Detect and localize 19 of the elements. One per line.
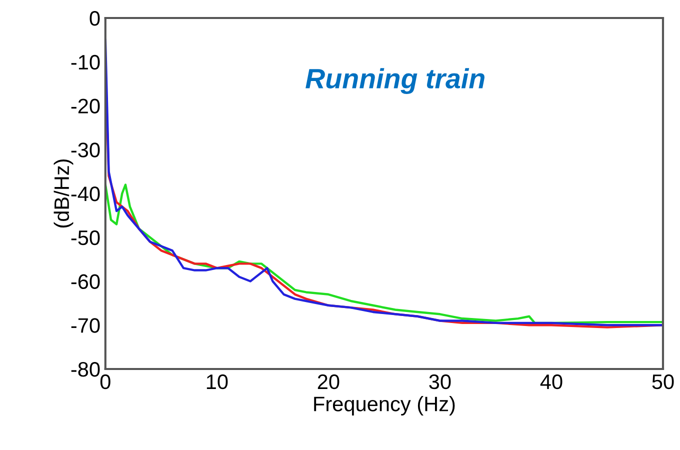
x-axis-title: Frequency (Hz) bbox=[314, 396, 455, 416]
y-tick-label: -50 bbox=[71, 230, 100, 246]
y-axis-title: (dB/Hz) bbox=[54, 159, 74, 228]
x-tick-label: 30 bbox=[429, 374, 451, 390]
y-tick-label: -30 bbox=[71, 142, 100, 158]
x-tick-label: 10 bbox=[206, 374, 228, 390]
line-series bbox=[105, 184, 663, 324]
x-tick-label: 40 bbox=[540, 374, 562, 390]
y-tick-label: 0 bbox=[90, 11, 100, 26]
y-tick-label: -80 bbox=[71, 362, 100, 377]
x-tick-label: 0 bbox=[100, 374, 110, 390]
x-tick-label: 20 bbox=[318, 374, 340, 390]
y-tick-label: -20 bbox=[71, 98, 100, 114]
y-tick-label: -40 bbox=[71, 186, 100, 202]
text: Running train bbox=[306, 68, 484, 94]
y-tick-label: -10 bbox=[71, 54, 100, 70]
y-tick-label: -60 bbox=[71, 274, 100, 290]
y-tick-label: -70 bbox=[71, 318, 100, 333]
x-tick-label: 50 bbox=[652, 374, 674, 390]
